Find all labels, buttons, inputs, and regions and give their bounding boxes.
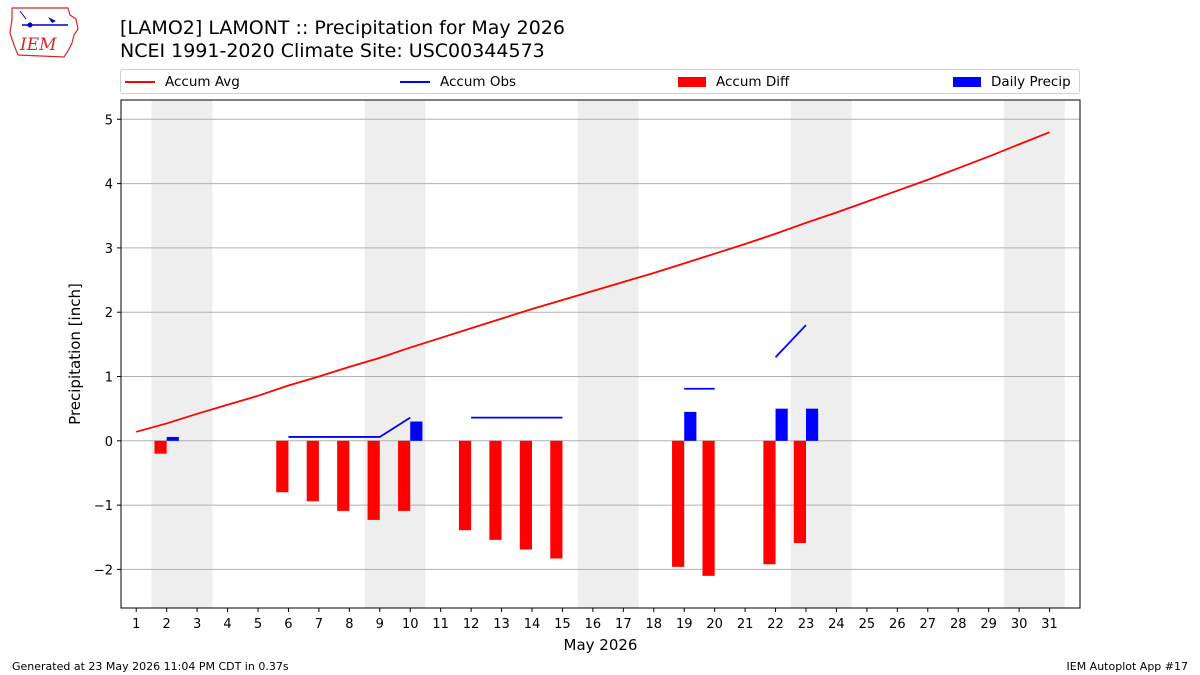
accum-diff-bar-day-7 [306,440,319,502]
x-tick-label-6: 6 [284,617,292,632]
y-tick-label-1: 1 [105,371,113,386]
accum-diff-bar-day-20 [702,440,715,576]
accum-diff-bar-day-19 [672,440,685,567]
accum-obs-line-3 [774,324,807,358]
accum-diff-bar-day-10 [398,440,411,511]
legend-entry-accum-diff: Accum Diff [678,74,789,90]
weekend-band-1 [364,100,426,608]
accum-obs-line-0 [288,416,411,438]
x-tick-label-5: 5 [254,617,262,632]
accum-diff-bar-day-23 [793,440,806,544]
x-tick-label-29: 29 [980,617,997,632]
x-tick-label-2: 2 [163,617,171,632]
accum-diff-bar-day-22 [763,440,776,565]
y-axis-label: Precipitation [inch] [66,283,84,425]
x-tick-label-21: 21 [737,617,754,632]
x-tick-label-9: 9 [376,617,384,632]
x-tick-label-12: 12 [463,617,480,632]
x-tick-label-15: 15 [554,617,571,632]
x-tick-label-7: 7 [315,617,323,632]
y-tick-label--2: −2 [94,563,113,578]
daily-precip-bar-day-2 [166,436,179,441]
daily-precip-bar-day-10 [410,421,423,441]
daily-precip-bar-day-22 [775,408,788,441]
x-tick-label-4: 4 [223,617,231,632]
accum-diff-bar-day-15 [550,440,563,559]
chart-title: [LAMO2] LAMONT :: Precipitation for May … [120,17,566,39]
accum-diff-bar-day-6 [276,440,289,493]
accum-diff-bar-day-12 [458,440,472,531]
x-tick-label-1: 1 [132,617,140,632]
y-tick-label--1: −1 [94,499,113,514]
legend-swatch-accum-obs [400,81,430,83]
weekend-band-0 [151,100,213,608]
legend-label-accum-avg: Accum Avg [165,74,240,90]
x-tick-label-19: 19 [676,617,693,632]
weekend-band-2 [577,100,639,608]
x-tick-label-16: 16 [585,617,602,632]
accum-diff-bar-day-8 [337,440,350,511]
x-tick-label-24: 24 [828,617,845,632]
footer-app: IEM Autoplot App #17 [1066,660,1189,673]
x-tick-label-10: 10 [402,617,419,632]
y-tick-label-5: 5 [105,113,113,128]
legend-swatch-accum-diff [678,77,706,87]
accum-diff-bar-day-9 [367,440,380,520]
x-tick-label-22: 22 [767,617,784,632]
accum-diff-bar-day-2 [154,440,167,454]
x-tick-label-13: 13 [493,617,510,632]
legend-entry-daily-precip: Daily Precip [953,74,1071,90]
x-tick-label-3: 3 [193,617,201,632]
x-tick-label-23: 23 [798,617,815,632]
legend-swatch-accum-avg [125,81,155,83]
x-tick-label-31: 31 [1041,617,1058,632]
y-tick-label-4: 4 [105,178,113,193]
x-tick-label-18: 18 [646,617,663,632]
accum-diff-bar-day-13 [489,440,502,540]
x-tick-label-30: 30 [1011,617,1028,632]
legend-swatch-daily-precip [953,77,981,87]
daily-precip-bar-day-23 [806,408,819,441]
x-tick-label-25: 25 [859,617,876,632]
legend-entry-accum-obs: Accum Obs [400,74,516,90]
legend-entry-accum-avg: Accum Avg [125,74,240,90]
y-tick-label-2: 2 [105,306,113,321]
iem-logo: IEM [8,5,82,64]
logo-text: IEM [19,35,57,55]
legend: Accum Avg Accum Obs Accum Diff Daily Pre… [120,69,1080,94]
x-axis-label: May 2026 [564,636,638,654]
x-tick-label-28: 28 [950,617,967,632]
x-tick-label-14: 14 [524,617,541,632]
chart-subtitle: NCEI 1991-2020 Climate Site: USC00344573 [120,40,545,62]
legend-label-daily-precip: Daily Precip [991,74,1071,90]
daily-precip-bar-day-19 [684,411,697,441]
accum-avg-line [135,131,1050,433]
weekend-band-4 [1003,100,1065,608]
plot-frame [120,99,1081,609]
x-tick-label-11: 11 [432,617,449,632]
y-tick-label-3: 3 [105,242,113,257]
x-tick-label-8: 8 [345,617,353,632]
legend-label-accum-diff: Accum Diff [716,74,790,90]
x-tick-label-17: 17 [615,617,632,632]
x-tick-label-20: 20 [706,617,723,632]
footer-generated: Generated at 23 May 2026 11:04 PM CDT in… [12,660,289,673]
accum-diff-bar-day-14 [519,440,532,550]
x-tick-label-27: 27 [920,617,937,632]
legend-label-accum-obs: Accum Obs [440,74,517,90]
x-tick-label-26: 26 [889,617,906,632]
y-tick-label-0: 0 [105,435,113,450]
